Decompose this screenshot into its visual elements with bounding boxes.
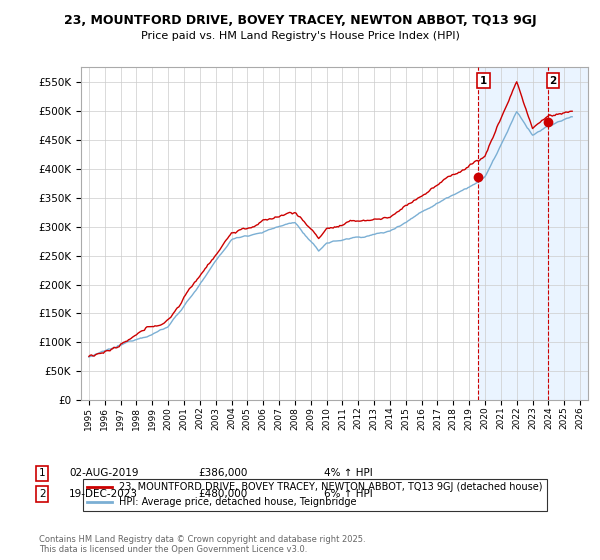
Text: 4% ↑ HPI: 4% ↑ HPI bbox=[324, 468, 373, 478]
Text: 19-DEC-2023: 19-DEC-2023 bbox=[69, 489, 138, 499]
Text: £386,000: £386,000 bbox=[198, 468, 247, 478]
Text: 02-AUG-2019: 02-AUG-2019 bbox=[69, 468, 139, 478]
Text: Price paid vs. HM Land Registry's House Price Index (HPI): Price paid vs. HM Land Registry's House … bbox=[140, 31, 460, 41]
Text: 1: 1 bbox=[480, 76, 487, 86]
Legend: 23, MOUNTFORD DRIVE, BOVEY TRACEY, NEWTON ABBOT, TQ13 9GJ (detached house), HPI:: 23, MOUNTFORD DRIVE, BOVEY TRACEY, NEWTO… bbox=[83, 479, 547, 511]
Bar bbox=[478, 67, 548, 400]
Text: 6% ↑ HPI: 6% ↑ HPI bbox=[324, 489, 373, 499]
Text: 23, MOUNTFORD DRIVE, BOVEY TRACEY, NEWTON ABBOT, TQ13 9GJ: 23, MOUNTFORD DRIVE, BOVEY TRACEY, NEWTO… bbox=[64, 14, 536, 27]
Text: 2: 2 bbox=[39, 489, 46, 499]
Text: £480,000: £480,000 bbox=[198, 489, 247, 499]
Text: Contains HM Land Registry data © Crown copyright and database right 2025.
This d: Contains HM Land Registry data © Crown c… bbox=[39, 535, 365, 554]
Text: 1: 1 bbox=[39, 468, 46, 478]
Text: 2: 2 bbox=[550, 76, 557, 86]
Bar bbox=[548, 67, 588, 400]
